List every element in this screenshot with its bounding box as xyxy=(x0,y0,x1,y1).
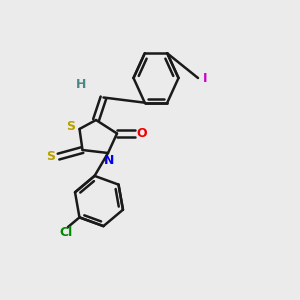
Text: Cl: Cl xyxy=(60,226,73,239)
Text: O: O xyxy=(136,127,147,140)
Text: H: H xyxy=(76,78,86,91)
Text: S: S xyxy=(66,120,75,133)
Text: I: I xyxy=(203,71,208,85)
Text: S: S xyxy=(46,150,56,163)
Text: N: N xyxy=(103,154,114,167)
